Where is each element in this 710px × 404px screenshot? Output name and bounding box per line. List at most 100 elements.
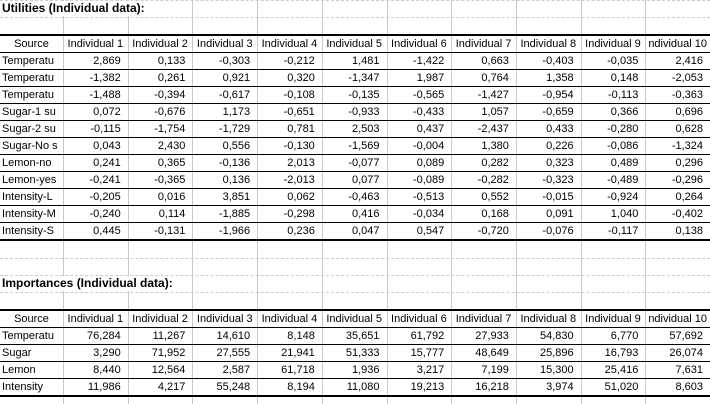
column-header[interactable]: Individual 1: [67, 313, 124, 325]
column-header[interactable]: ndividual 10: [648, 38, 708, 50]
value-cell[interactable]: 3,217: [416, 364, 445, 376]
value-cell[interactable]: 0,663: [481, 55, 509, 67]
value-cell[interactable]: -0,034: [413, 208, 445, 220]
value-cell[interactable]: 15,777: [410, 347, 445, 359]
value-cell[interactable]: -0,954: [542, 89, 574, 101]
value-cell[interactable]: -0,323: [542, 174, 574, 186]
value-cell[interactable]: 16,793: [604, 347, 639, 359]
value-cell[interactable]: -1,382: [89, 72, 121, 84]
column-header[interactable]: Individual 4: [261, 38, 318, 50]
value-cell[interactable]: 0,261: [157, 72, 186, 84]
value-cell[interactable]: -2,013: [283, 174, 315, 186]
value-cell[interactable]: -0,617: [218, 89, 251, 101]
value-cell[interactable]: 8,148: [287, 330, 315, 342]
row-label-cell[interactable]: Temperatu: [2, 55, 54, 67]
value-cell[interactable]: 1,987: [416, 72, 445, 84]
value-cell[interactable]: -0,130: [283, 140, 315, 152]
value-cell[interactable]: 0,236: [287, 225, 315, 237]
value-cell[interactable]: -0,513: [413, 191, 445, 203]
value-cell[interactable]: 2,013: [287, 157, 315, 169]
value-cell[interactable]: 8,194: [287, 381, 315, 393]
value-cell[interactable]: 11,267: [152, 330, 186, 342]
value-cell[interactable]: -0,298: [283, 208, 315, 220]
value-cell[interactable]: 7,631: [675, 364, 704, 376]
value-cell[interactable]: 2,503: [351, 123, 380, 135]
value-cell[interactable]: -1,885: [218, 208, 251, 220]
value-cell[interactable]: 0,764: [481, 72, 509, 84]
value-cell[interactable]: 0,320: [287, 72, 315, 84]
value-cell[interactable]: 48,649: [475, 347, 509, 359]
value-cell[interactable]: -0,565: [413, 89, 445, 101]
value-cell[interactable]: -0,131: [154, 225, 186, 237]
value-cell[interactable]: -1,324: [671, 140, 704, 152]
value-cell[interactable]: -0,240: [89, 208, 121, 220]
value-cell[interactable]: -0,089: [413, 174, 445, 186]
value-cell[interactable]: -0,463: [348, 191, 380, 203]
value-cell[interactable]: -1,347: [348, 72, 380, 84]
value-cell[interactable]: -0,933: [348, 106, 380, 118]
row-label-cell[interactable]: Lemon: [2, 364, 36, 376]
column-header[interactable]: Individual 2: [132, 313, 188, 325]
value-cell[interactable]: 0,282: [481, 157, 509, 169]
column-header[interactable]: Individual 3: [196, 38, 253, 50]
value-cell[interactable]: 0,781: [287, 123, 315, 135]
value-cell[interactable]: -0,403: [542, 55, 574, 67]
value-cell[interactable]: 16,218: [475, 381, 509, 393]
column-header[interactable]: Individual 7: [455, 313, 512, 325]
value-cell[interactable]: 0,016: [157, 191, 186, 203]
value-cell[interactable]: -0,924: [607, 191, 639, 203]
column-header[interactable]: Individual 5: [326, 38, 382, 50]
value-cell[interactable]: -1,422: [413, 55, 445, 67]
value-cell[interactable]: 0,921: [222, 72, 251, 84]
value-cell[interactable]: -0,117: [607, 225, 639, 237]
column-header[interactable]: Individual 8: [520, 38, 577, 50]
value-cell[interactable]: 0,552: [481, 191, 509, 203]
column-header[interactable]: Source: [14, 313, 49, 325]
value-cell[interactable]: 3,851: [222, 191, 251, 203]
value-cell[interactable]: 51,020: [604, 381, 639, 393]
column-header[interactable]: Individual 1: [67, 38, 124, 50]
value-cell[interactable]: -0,077: [348, 157, 380, 169]
value-cell[interactable]: 1,936: [351, 364, 380, 376]
value-cell[interactable]: -0,076: [542, 225, 574, 237]
value-cell[interactable]: 0,138: [675, 225, 704, 237]
value-cell[interactable]: -0,136: [218, 157, 251, 169]
column-header[interactable]: Individual 9: [585, 38, 641, 50]
value-cell[interactable]: 1,173: [222, 106, 251, 118]
value-cell[interactable]: 27,555: [216, 347, 251, 359]
value-cell[interactable]: 0,077: [351, 174, 380, 186]
value-cell[interactable]: 0,556: [222, 140, 251, 152]
value-cell[interactable]: -0,489: [607, 174, 639, 186]
value-cell[interactable]: 1,040: [610, 208, 639, 220]
value-cell[interactable]: 0,296: [675, 157, 704, 169]
value-cell[interactable]: -1,729: [218, 123, 251, 135]
row-label-cell[interactable]: Intensity-L: [2, 191, 53, 203]
value-cell[interactable]: 0,226: [546, 140, 574, 152]
row-label-cell[interactable]: Sugar-No s: [2, 140, 58, 152]
value-cell[interactable]: 1,380: [481, 140, 509, 152]
value-cell[interactable]: -0,015: [542, 191, 574, 203]
value-cell[interactable]: 0,264: [675, 191, 704, 203]
value-cell[interactable]: 61,718: [281, 364, 315, 376]
value-cell[interactable]: -0,035: [607, 55, 639, 67]
value-cell[interactable]: -2,437: [477, 123, 509, 135]
value-cell[interactable]: 2,430: [157, 140, 186, 152]
value-cell[interactable]: 6,770: [610, 330, 639, 342]
value-cell[interactable]: 54,830: [539, 330, 574, 342]
value-cell[interactable]: -0,115: [90, 123, 121, 135]
value-cell[interactable]: 21,941: [281, 347, 315, 359]
value-cell[interactable]: 0,062: [287, 191, 315, 203]
value-cell[interactable]: 8,603: [675, 381, 704, 393]
value-cell[interactable]: 71,952: [151, 347, 186, 359]
value-cell[interactable]: 1,481: [351, 55, 380, 67]
value-cell[interactable]: 0,365: [157, 157, 186, 169]
value-cell[interactable]: -0,108: [283, 89, 315, 101]
column-header[interactable]: Individual 4: [261, 313, 318, 325]
value-cell[interactable]: 14,610: [216, 330, 251, 342]
value-cell[interactable]: 1,358: [546, 72, 574, 84]
row-label-cell[interactable]: Sugar-2 su: [2, 123, 56, 135]
value-cell[interactable]: 51,333: [345, 347, 380, 359]
row-label-cell[interactable]: Temperatu: [2, 330, 54, 342]
value-cell[interactable]: 2,587: [222, 364, 251, 376]
value-cell[interactable]: 2,869: [93, 55, 121, 67]
